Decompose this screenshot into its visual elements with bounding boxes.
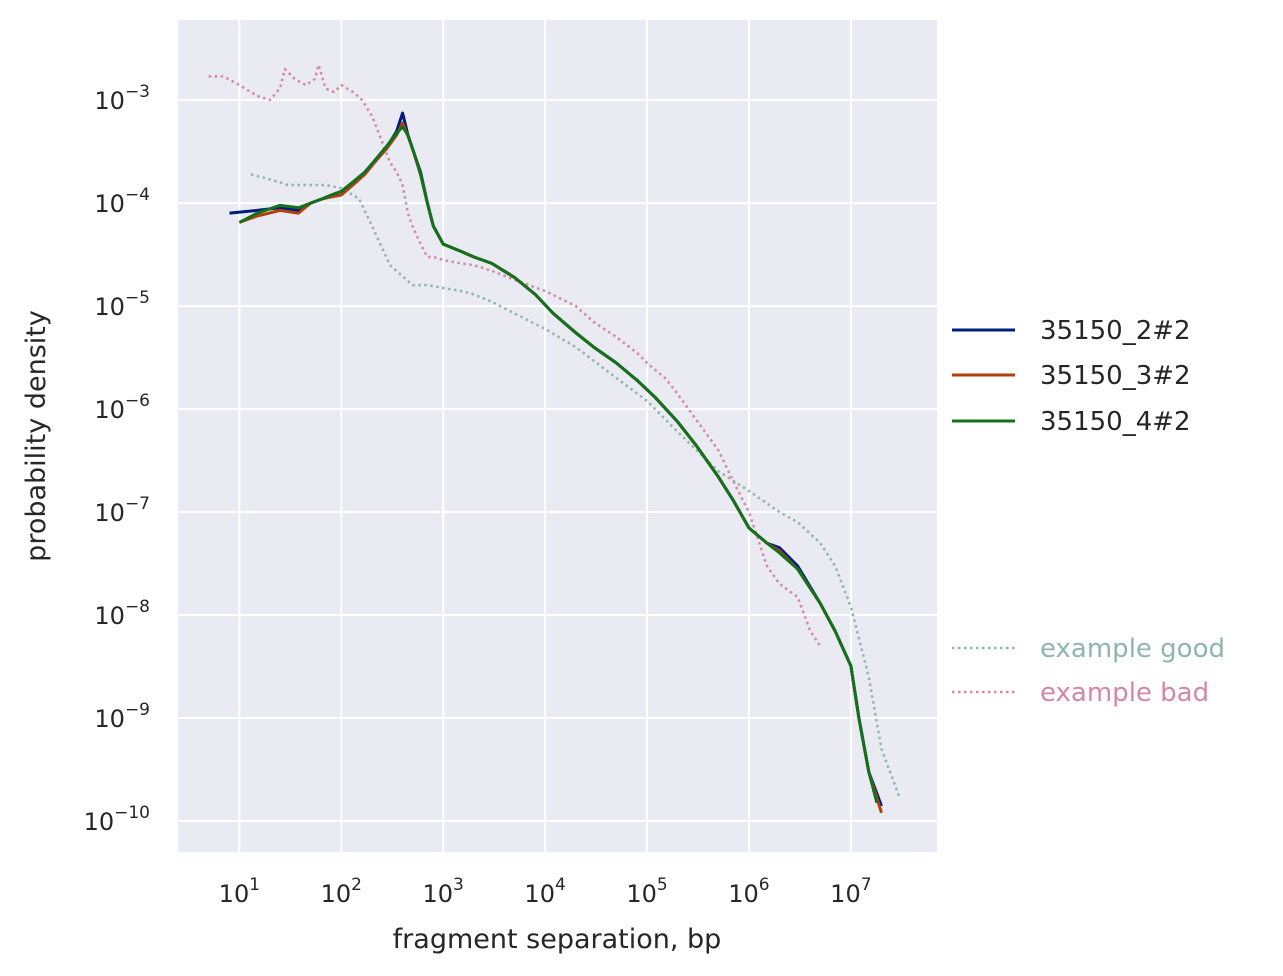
x-tick-base: 10	[830, 880, 861, 908]
y-tick-base: 10	[94, 705, 125, 733]
x-tick-base: 10	[524, 880, 555, 908]
y-tick-exponent: −6	[125, 391, 150, 411]
y-tick-base: 10	[94, 499, 125, 527]
y-tick-base: 10	[94, 190, 125, 218]
y-axis-label: probability density	[21, 310, 52, 562]
legend-label: example bad	[1040, 678, 1209, 708]
y-tick-base: 10	[94, 602, 125, 630]
y-tick-exponent: −5	[125, 288, 150, 308]
y-tick-label: 10−6	[94, 391, 150, 424]
y-tick-label: 10−9	[94, 700, 150, 733]
x-tick-label: 105	[626, 875, 667, 908]
y-tick-exponent: −3	[125, 82, 150, 102]
series-line-example-bad	[208, 63, 822, 647]
series-layer	[208, 63, 901, 814]
legend-label: 35150_2#2	[1040, 316, 1191, 346]
x-tick-label: 107	[830, 875, 871, 908]
x-tick-exponent: 7	[861, 875, 872, 895]
x-tick-base: 10	[728, 880, 759, 908]
x-tick-base: 10	[321, 880, 352, 908]
y-tick-exponent: −9	[125, 700, 150, 720]
y-tick-labels: 10−310−410−510−610−710−810−910−10	[84, 82, 150, 836]
y-tick-label: 10−10	[84, 803, 150, 836]
x-tick-exponent: 6	[759, 875, 770, 895]
series-line-35150-4-2	[238, 125, 879, 804]
y-tick-exponent: −7	[125, 494, 150, 514]
x-tick-label: 103	[423, 875, 464, 908]
y-tick-exponent: −10	[114, 803, 150, 823]
y-tick-label: 10−7	[94, 494, 150, 527]
y-tick-exponent: −4	[125, 185, 150, 205]
grid	[178, 20, 937, 852]
legend-label: 35150_3#2	[1040, 361, 1191, 391]
legend-label: example good	[1040, 634, 1225, 664]
x-tick-label: 104	[524, 875, 565, 908]
x-tick-label: 101	[219, 875, 260, 908]
series-line-example-good	[250, 173, 901, 798]
x-tick-exponent: 2	[351, 875, 362, 895]
y-tick-label: 10−8	[94, 597, 150, 630]
y-tick-base: 10	[94, 293, 125, 321]
x-tick-base: 10	[626, 880, 657, 908]
plot-area	[178, 20, 937, 852]
y-tick-label: 10−4	[94, 185, 150, 218]
x-tick-exponent: 4	[555, 875, 566, 895]
x-tick-exponent: 1	[249, 875, 260, 895]
y-tick-base: 10	[94, 87, 125, 115]
y-tick-exponent: −8	[125, 597, 150, 617]
y-tick-base: 10	[84, 808, 115, 836]
y-tick-base: 10	[94, 396, 125, 424]
x-tick-label: 102	[321, 875, 362, 908]
y-tick-label: 10−5	[94, 288, 150, 321]
x-axis-label: fragment separation, bp	[393, 924, 722, 955]
legend-label: 35150_4#2	[1040, 407, 1191, 437]
x-tick-label: 106	[728, 875, 769, 908]
x-tick-base: 10	[219, 880, 250, 908]
x-tick-base: 10	[423, 880, 454, 908]
x-tick-exponent: 3	[453, 875, 464, 895]
x-tick-labels: 101 102 103 104 105 106 107	[219, 875, 872, 908]
y-tick-label: 10−3	[94, 82, 150, 115]
x-tick-exponent: 5	[657, 875, 668, 895]
